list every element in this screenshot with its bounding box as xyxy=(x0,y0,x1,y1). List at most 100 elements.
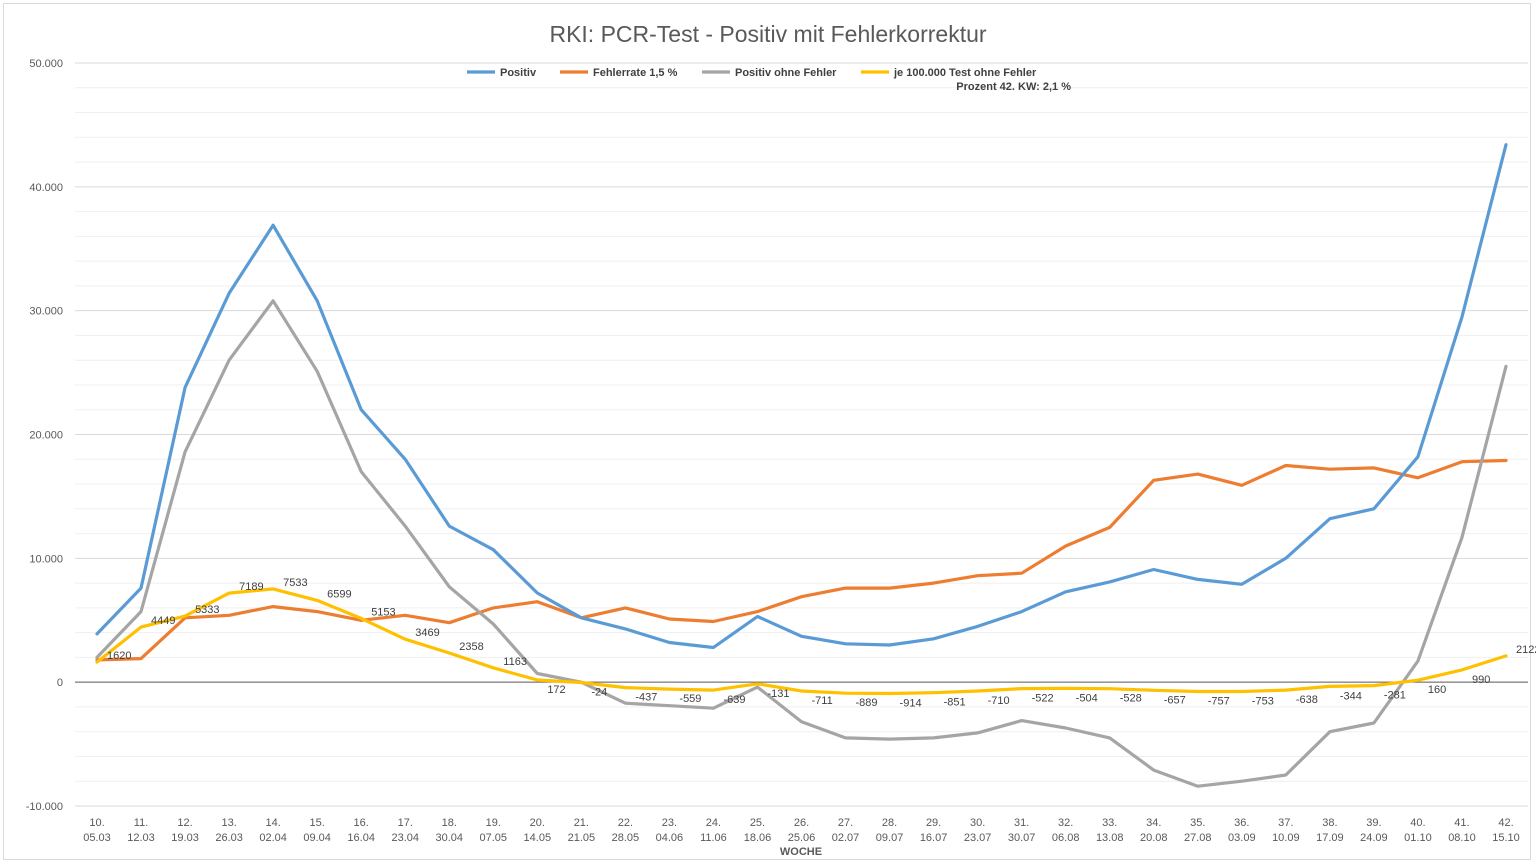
x-tick-date: 28.05 xyxy=(612,832,640,844)
y-tick-label: 30.000 xyxy=(29,306,63,318)
data-label: 6599 xyxy=(327,588,351,600)
x-tick-date: 05.03 xyxy=(83,832,111,844)
data-label: -344 xyxy=(1340,690,1362,702)
legend-annotation: Prozent 42. KW: 2,1 % xyxy=(956,81,1071,93)
x-tick-date: 16.04 xyxy=(347,832,375,844)
y-tick-label: 0 xyxy=(57,677,63,689)
data-label: 7189 xyxy=(239,581,263,593)
data-label: -657 xyxy=(1164,694,1186,706)
series-line-0 xyxy=(95,143,1508,650)
data-label: -437 xyxy=(635,692,657,704)
x-tick-date: 15.10 xyxy=(1492,832,1520,844)
x-tick-date: 11.06 xyxy=(700,832,727,844)
x-tick-date: 30.07 xyxy=(1008,832,1036,844)
y-tick-label: 10.000 xyxy=(29,553,63,565)
legend-label-3: je 100.000 Test ohne Fehler xyxy=(893,67,1037,79)
data-label: -851 xyxy=(944,697,966,709)
x-tick-date: 13.08 xyxy=(1096,832,1124,844)
x-tick-date: 16.07 xyxy=(920,832,948,844)
data-label: 1620 xyxy=(107,650,131,662)
x-tick-week: 40. xyxy=(1410,817,1425,829)
x-tick-date: 08.10 xyxy=(1448,832,1476,844)
x-tick-week: 17. xyxy=(398,817,413,829)
data-label: -753 xyxy=(1252,695,1274,707)
data-label: -522 xyxy=(1032,693,1054,705)
x-tick-week: 23. xyxy=(662,817,677,829)
x-tick-date: 25.06 xyxy=(788,832,816,844)
x-tick-week: 38. xyxy=(1322,817,1337,829)
x-tick-week: 16. xyxy=(354,817,369,829)
x-tick-week: 29. xyxy=(926,817,941,829)
data-label: 7533 xyxy=(283,577,307,589)
x-axis: 10. 05.03 11. 12.03 12. 19.03 13. 26.03 14. 02.04… xyxy=(83,817,1520,844)
x-tick-week: 41. xyxy=(1454,817,1469,829)
x-tick-week: 33. xyxy=(1102,817,1117,829)
x-tick-week: 37. xyxy=(1278,817,1293,829)
data-label: 160 xyxy=(1428,684,1446,696)
x-tick-date: 07.05 xyxy=(480,832,508,844)
legend-label-2: Positiv ohne Fehler xyxy=(735,67,837,79)
x-tick-week: 22. xyxy=(618,817,633,829)
x-tick-week: 30. xyxy=(970,817,985,829)
data-label: -24 xyxy=(591,686,607,698)
data-label: -504 xyxy=(1076,692,1098,704)
x-tick-date: 04.06 xyxy=(656,832,684,844)
x-tick-date: 06.08 xyxy=(1052,832,1080,844)
x-tick-date: 01.10 xyxy=(1404,832,1432,844)
x-tick-date: 24.09 xyxy=(1360,832,1388,844)
y-axis: 50.000 40.000 30.000 20.000 10.000 0 -10.000 xyxy=(26,58,63,813)
data-label: -711 xyxy=(812,695,833,707)
data-label: -710 xyxy=(988,695,1010,707)
x-tick-week: 34. xyxy=(1146,817,1161,829)
series-line-3 xyxy=(95,587,1508,696)
x-tick-week: 35. xyxy=(1190,817,1205,829)
data-label: -639 xyxy=(723,694,745,706)
data-label: 1163 xyxy=(503,656,527,668)
data-label: -638 xyxy=(1296,694,1318,706)
x-tick-week: 27. xyxy=(838,817,853,829)
data-label: -914 xyxy=(900,697,922,709)
x-tick-week: 26. xyxy=(794,817,809,829)
data-label: 3469 xyxy=(415,627,439,639)
x-tick-week: 14. xyxy=(265,817,280,829)
data-label: -757 xyxy=(1208,696,1230,708)
x-tick-week: 24. xyxy=(706,817,721,829)
series-line-2 xyxy=(95,299,1508,788)
data-label: 172 xyxy=(547,684,565,696)
x-tick-date: 09.04 xyxy=(303,832,331,844)
x-tick-date: 20.08 xyxy=(1140,832,1168,844)
x-tick-date: 27.08 xyxy=(1184,832,1212,844)
data-label: 2358 xyxy=(459,641,483,653)
chart-title: RKI: PCR-Test - Positiv mit Fehlerkorrek… xyxy=(549,21,986,47)
x-tick-week: 11. xyxy=(134,817,148,829)
x-tick-date: 23.07 xyxy=(964,832,992,844)
data-label: -281 xyxy=(1384,690,1406,702)
data-label: 5333 xyxy=(195,604,219,616)
x-tick-date: 12.03 xyxy=(127,832,155,844)
x-tick-week: 42. xyxy=(1498,817,1513,829)
legend-label-0: Positiv xyxy=(500,67,537,79)
x-tick-week: 31. xyxy=(1014,817,1029,829)
series-lines xyxy=(95,143,1508,788)
y-tick-label: 40.000 xyxy=(29,182,63,194)
data-label: 4449 xyxy=(151,615,175,627)
x-tick-date: 03.09 xyxy=(1228,832,1256,844)
x-tick-week: 18. xyxy=(442,817,457,829)
x-tick-date: 14.05 xyxy=(524,832,552,844)
x-tick-date: 18.06 xyxy=(744,832,772,844)
x-tick-week: 25. xyxy=(750,817,765,829)
x-tick-date: 10.09 xyxy=(1272,832,1300,844)
data-label: 990 xyxy=(1472,674,1490,686)
x-tick-week: 32. xyxy=(1058,817,1073,829)
x-tick-date: 19.03 xyxy=(171,832,199,844)
x-tick-week: 36. xyxy=(1234,817,1249,829)
x-tick-date: 09.07 xyxy=(876,832,904,844)
data-label: -889 xyxy=(856,697,878,709)
x-tick-date: 17.09 xyxy=(1316,832,1344,844)
data-label: -559 xyxy=(679,693,701,705)
x-tick-date: 30.04 xyxy=(435,832,463,844)
data-label: 2122 xyxy=(1516,644,1536,656)
data-labels: 1620 4449 5333 7189 7533 6599 5153 3469 2358 1163… xyxy=(107,577,1536,710)
data-label: -528 xyxy=(1120,693,1142,705)
y-tick-label: 50.000 xyxy=(29,58,63,70)
